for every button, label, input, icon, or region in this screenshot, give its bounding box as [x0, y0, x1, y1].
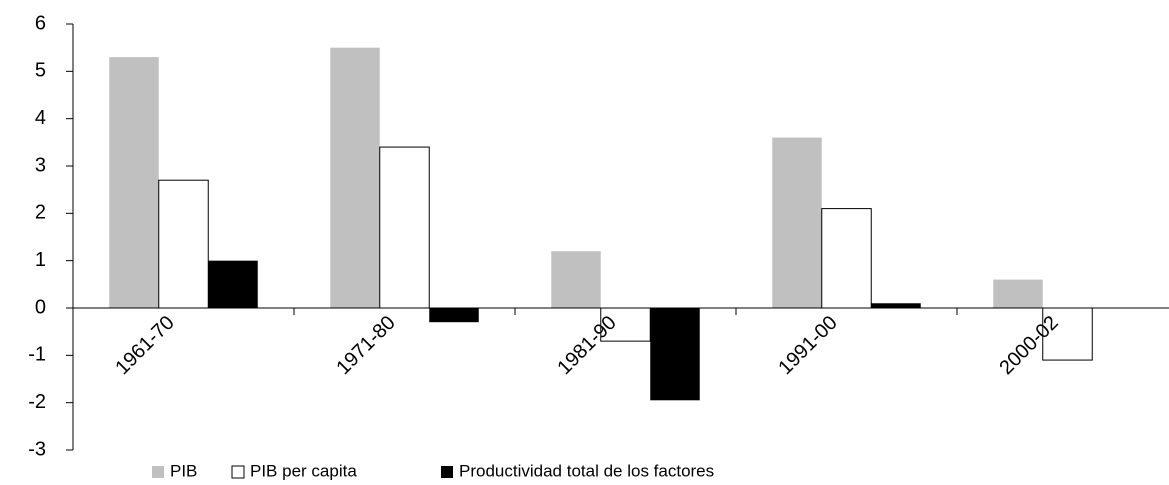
- x-tick-label: 1981-90: [553, 312, 620, 379]
- bar: [551, 251, 601, 308]
- y-tick-label: 2: [35, 202, 46, 224]
- bar: [821, 208, 872, 309]
- y-tick-label: 0: [35, 296, 46, 318]
- y-tick-label: -2: [28, 391, 46, 413]
- bar: [1042, 307, 1093, 361]
- legend-swatch: [231, 465, 245, 479]
- y-tick-label: 6: [35, 12, 46, 34]
- y-tick-label: 4: [35, 107, 46, 129]
- legend-label: PIB per capita: [250, 461, 357, 480]
- bar: [208, 260, 258, 308]
- y-tick-label: -3: [28, 438, 46, 460]
- y-tick-label: 3: [35, 154, 46, 176]
- bar: [871, 303, 921, 308]
- bar: [993, 279, 1043, 308]
- y-tick-label: 5: [35, 60, 46, 82]
- y-tick-label: -1: [28, 344, 46, 366]
- bar: [600, 307, 651, 342]
- bar: [772, 137, 822, 308]
- x-tick-label: 1971-80: [332, 312, 399, 379]
- bar: [330, 47, 380, 309]
- x-tick-label: 1961-70: [111, 312, 178, 379]
- y-tick-label: 1: [35, 249, 46, 271]
- legend-label: PIB: [170, 461, 197, 480]
- legend-swatch: [152, 466, 164, 478]
- bar: [379, 146, 430, 309]
- bar: [429, 308, 479, 323]
- legend-swatch: [441, 466, 453, 478]
- bar: [109, 57, 159, 309]
- bar: [158, 179, 209, 309]
- bar: [650, 308, 700, 401]
- x-tick-label: 1991-00: [774, 312, 841, 379]
- legend-label: Productividad total de los factores: [459, 461, 714, 480]
